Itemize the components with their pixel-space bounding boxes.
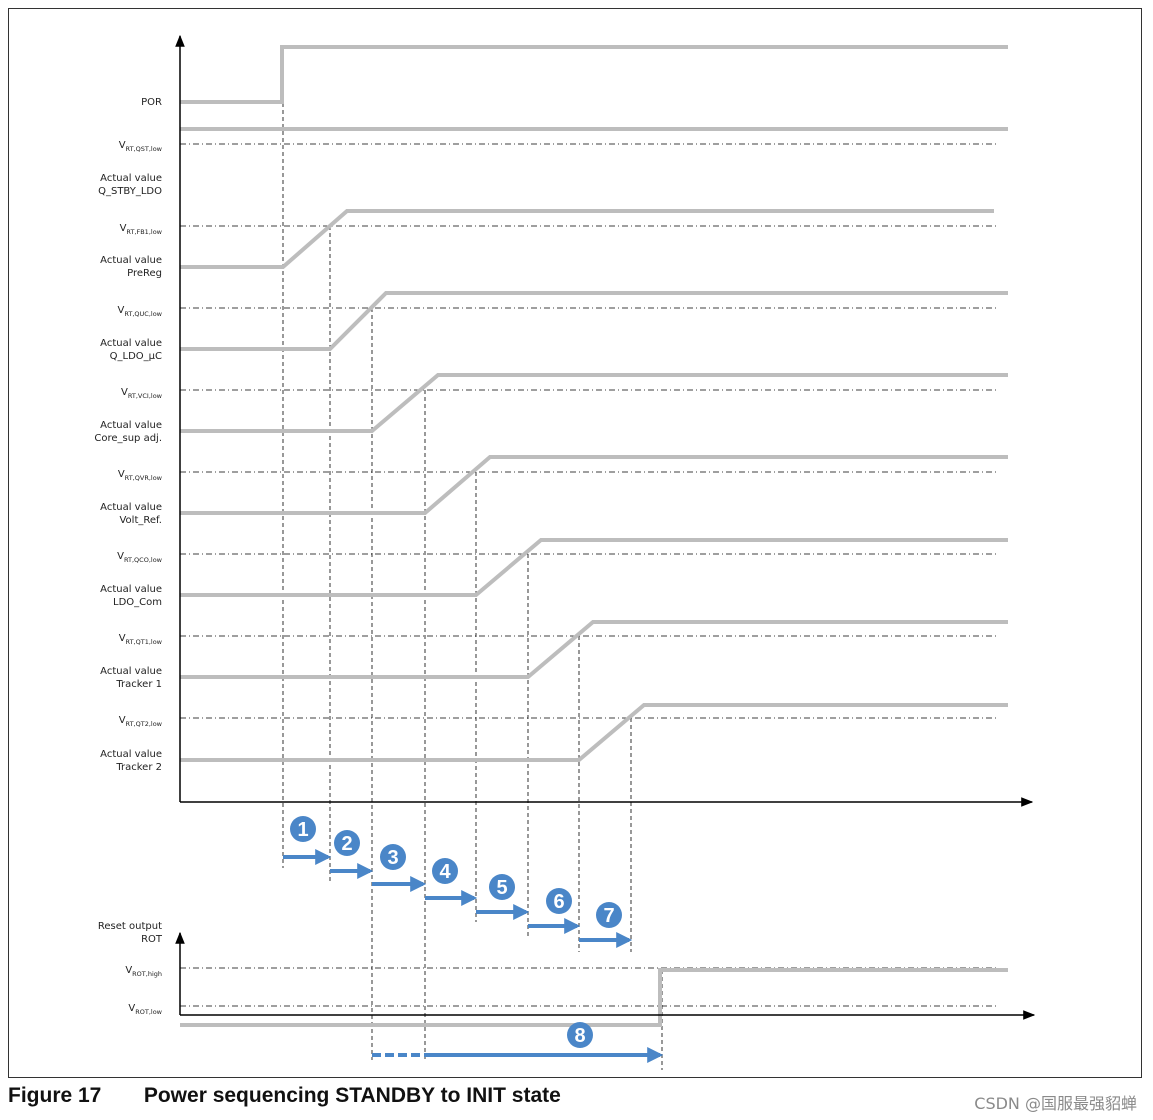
ldo-com-waveform: [180, 538, 1008, 597]
figure-title: Power sequencing STANDBY to INIT state: [143, 1084, 561, 1107]
v-rt-quc-label: VRT,QUC,low: [117, 305, 162, 318]
signal-waveforms: [180, 45, 1008, 1027]
step-4-badge: [432, 858, 458, 884]
q-stby-ldo-label: Actual value Q_STBY_LDO: [98, 173, 162, 197]
threshold-lines: [180, 143, 996, 1007]
v-rt-qco-label: VRT,QCO,low: [117, 551, 163, 564]
figure-number: Figure 17: [8, 1084, 102, 1107]
q-ldo-uc-waveform: [180, 291, 1008, 351]
step-8-badge: [567, 1022, 593, 1048]
q-ldo-uc-label: Actual value Q_LDO_µC: [100, 338, 162, 362]
figure-frame: [8, 8, 1142, 1078]
sequence-steps: 1 2 3 4 5 6 7 8: [283, 816, 664, 1063]
step-5-badge: [489, 874, 515, 900]
v-rt-qvr-label: VRT,QVR,low: [118, 469, 163, 482]
por-waveform: [180, 45, 1008, 104]
step-7-number: 7: [603, 905, 614, 927]
step-1-badge: [290, 816, 316, 842]
v-rt-fb1-label: VRT,FB1,low: [120, 223, 163, 236]
timing-marker-lines: [282, 103, 663, 1070]
rot-waveform: [180, 968, 1008, 1027]
v-rt-vci-label: VRT,VCI,low: [121, 387, 163, 400]
v-rot-low-label: VROT,low: [128, 1003, 162, 1016]
step-3-badge: [380, 844, 406, 870]
v-rt-qt2-label: VRT,QT2,low: [119, 715, 163, 728]
ldo-com-label: Actual value LDO_Com: [100, 584, 162, 608]
step-4-number: 4: [439, 861, 451, 883]
step-6-number: 6: [553, 891, 564, 913]
step-2-badge: [334, 830, 360, 856]
watermark: CSDN @国服最强貂蝉: [974, 1094, 1137, 1113]
axes: [175, 34, 1036, 1020]
step-2-number: 2: [341, 833, 352, 855]
tracker1-waveform: [180, 620, 1008, 679]
tracker1-label: Actual value Tracker 1: [100, 666, 162, 690]
core-sup-waveform: [180, 373, 1008, 433]
step-1-number: 1: [297, 819, 308, 841]
v-rot-high-label: VROT,high: [125, 965, 162, 978]
tracker2-waveform: [180, 703, 1008, 762]
power-sequencing-diagram: POR VRT,QST,low Actual value Q_STBY_LDO VRT,…: [94, 34, 1036, 1070]
prereg-label: Actual value PreReg: [100, 255, 162, 279]
core-sup-label: Actual value Core_sup adj.: [94, 420, 162, 444]
figure-caption: Figure 17 Power sequencing STANDBY to IN…: [8, 1084, 561, 1108]
step-3-number: 3: [387, 847, 398, 869]
volt-ref-waveform: [180, 455, 1008, 515]
step-6-badge: [546, 888, 572, 914]
v-rt-qt1-label: VRT,QT1,low: [119, 633, 163, 646]
reset-output-label: Reset output ROT: [98, 921, 163, 945]
signal-labels: POR VRT,QST,low Actual value Q_STBY_LDO VRT,…: [94, 97, 163, 1016]
tracker2-label: Actual value Tracker 2: [100, 749, 162, 773]
step-5-number: 5: [496, 877, 507, 899]
step-7-badge: [596, 902, 622, 928]
step-8-number: 8: [574, 1025, 585, 1047]
v-rt-qst-label: VRT,QST,low: [119, 140, 163, 153]
por-label: POR: [141, 97, 162, 108]
prereg-waveform: [180, 209, 994, 269]
volt-ref-label: Actual value Volt_Ref.: [100, 502, 162, 526]
